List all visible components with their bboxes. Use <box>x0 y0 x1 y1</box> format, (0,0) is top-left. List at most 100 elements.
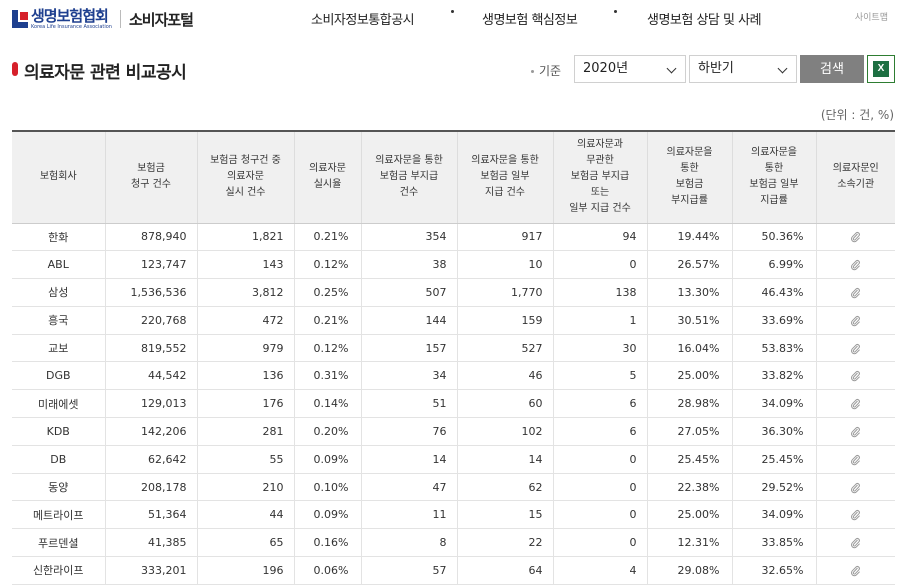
table-cell: 57 <box>360 556 457 585</box>
paperclip-icon[interactable] <box>850 259 861 271</box>
nav-consult-cases[interactable]: 생명보험 상담 및 사례 <box>647 13 762 28</box>
table-cell: 0.21% <box>293 306 361 335</box>
table-cell: 144 <box>360 306 457 335</box>
column-header-line: 또는 <box>590 187 610 199</box>
affiliation-attachment-cell <box>815 278 895 307</box>
column-header-line: 보험금 <box>137 163 165 175</box>
half-select[interactable]: 하반기 <box>689 55 797 83</box>
table-cell: 30 <box>552 334 647 363</box>
table-cell: 29.08% <box>646 556 732 585</box>
nav-consumer-disclosure[interactable]: 소비자정보통합공시 <box>311 13 415 28</box>
paperclip-icon[interactable] <box>850 509 861 521</box>
table-cell: 53.83% <box>731 334 816 363</box>
table-cell: 3,812 <box>196 278 294 307</box>
affiliation-attachment-cell <box>815 417 895 446</box>
table-cell: 38 <box>360 250 457 280</box>
search-button[interactable]: 검색 <box>800 55 864 83</box>
nav-separator-dot <box>451 10 454 13</box>
insurer-name-cell: 미래에셋 <box>12 389 105 419</box>
paperclip-icon[interactable] <box>850 537 861 549</box>
table-cell: 11 <box>360 500 457 530</box>
table-cell: 94 <box>552 223 647 252</box>
table-cell: 34.09% <box>731 500 816 530</box>
column-header: 의료자문을 통한 보험금 일부 지급 건수 <box>456 130 553 224</box>
paperclip-icon[interactable] <box>850 370 861 382</box>
table-cell: 0 <box>552 473 647 502</box>
table-cell: 15 <box>456 500 553 530</box>
table-cell: 0 <box>552 250 647 280</box>
paperclip-icon[interactable] <box>850 287 861 299</box>
table-cell: 1,536,536 <box>104 278 197 307</box>
table-cell: 6 <box>552 417 647 446</box>
unit-label: (단위 : 건, %) <box>820 108 894 122</box>
page-title: 의료자문 관련 비교공시 <box>24 63 187 83</box>
table-cell: 44,542 <box>104 361 197 391</box>
affiliation-attachment-cell <box>815 473 895 502</box>
column-header-line: 의료자문 <box>309 163 346 175</box>
column-header-line: 실시율 <box>313 179 342 191</box>
column-header-line: 통한 <box>764 163 784 175</box>
paperclip-icon[interactable] <box>850 343 861 355</box>
table-cell: 6 <box>552 389 647 419</box>
insurer-name-cell: DGB <box>12 361 105 391</box>
table-cell: 0 <box>552 500 647 530</box>
affiliation-attachment-cell <box>815 223 895 252</box>
table-cell: 472 <box>196 306 294 335</box>
affiliation-attachment-cell <box>815 334 895 363</box>
insurer-name-cell: 동양 <box>12 473 105 502</box>
table-cell: 136 <box>196 361 294 391</box>
table-cell: 8 <box>360 528 457 558</box>
paperclip-icon[interactable] <box>850 482 861 494</box>
table-row: KDB 142,206 281 0.20% 76 102 6 27.05% 36.30% <box>12 417 895 446</box>
column-header-line: 무관한 <box>586 155 614 167</box>
table-cell: 527 <box>456 334 553 363</box>
table-cell: 33.82% <box>731 361 816 391</box>
insurer-name-cell: 흥국 <box>12 306 105 335</box>
table-cell: 51 <box>360 389 457 419</box>
paperclip-icon[interactable] <box>850 398 861 410</box>
header: 생명보험협회 Korea Life Insurance Association … <box>0 0 900 36</box>
column-header-line: 건수 <box>399 187 419 199</box>
table-cell: 41,385 <box>104 528 197 558</box>
table-cell: 47 <box>360 473 457 502</box>
insurer-name-cell: KDB <box>12 417 105 446</box>
table-cell: 123,747 <box>104 250 197 280</box>
paperclip-icon[interactable] <box>850 426 861 438</box>
table-cell: 33.69% <box>731 306 816 335</box>
column-header-line: 실시 건수 <box>225 187 266 199</box>
insurer-name-cell: 한화 <box>12 223 105 252</box>
table-cell: 210 <box>196 473 294 502</box>
column-header-line: 보험회사 <box>39 171 77 183</box>
table-cell: 46.43% <box>731 278 816 307</box>
nav-core-info[interactable]: 생명보험 핵심정보 <box>482 13 578 28</box>
logo[interactable]: 생명보험협회 Korea Life Insurance Association … <box>12 6 194 32</box>
insurer-name-cell: 교보 <box>12 334 105 363</box>
affiliation-attachment-cell <box>815 445 895 474</box>
table-cell: 507 <box>360 278 457 307</box>
column-header: 의료자문인 소속기관 <box>815 130 895 224</box>
paperclip-icon[interactable] <box>850 565 861 577</box>
column-header-line: 보험금 청구건 중 <box>210 155 281 167</box>
column-header-line: 의료자문과 <box>577 139 623 151</box>
paperclip-icon[interactable] <box>850 231 861 243</box>
logo-divider <box>119 10 121 28</box>
excel-download-button[interactable]: X <box>867 55 895 83</box>
paperclip-icon[interactable] <box>850 454 861 466</box>
paperclip-icon[interactable] <box>850 315 861 327</box>
column-header-line: 의료자문을 <box>751 147 797 159</box>
table-cell: 220,768 <box>104 306 197 335</box>
table-cell: 25.45% <box>646 445 732 474</box>
table-cell: 354 <box>360 223 457 252</box>
year-select[interactable]: 2020년 <box>574 55 686 83</box>
table-cell: 22 <box>456 528 553 558</box>
column-header-line: 청구 건수 <box>131 179 171 191</box>
table-cell: 1,770 <box>456 278 553 307</box>
column-header: 의료자문을 통한 보험금 부지급률 <box>646 130 732 224</box>
table-cell: 26.57% <box>646 250 732 280</box>
column-header-line: 통한 <box>680 163 699 175</box>
excel-icon: X <box>873 61 889 77</box>
column-header-line: 부지급률 <box>671 195 708 207</box>
sitemap-link[interactable]: 사이트맵 <box>854 13 888 23</box>
table-cell: 44 <box>196 500 294 530</box>
